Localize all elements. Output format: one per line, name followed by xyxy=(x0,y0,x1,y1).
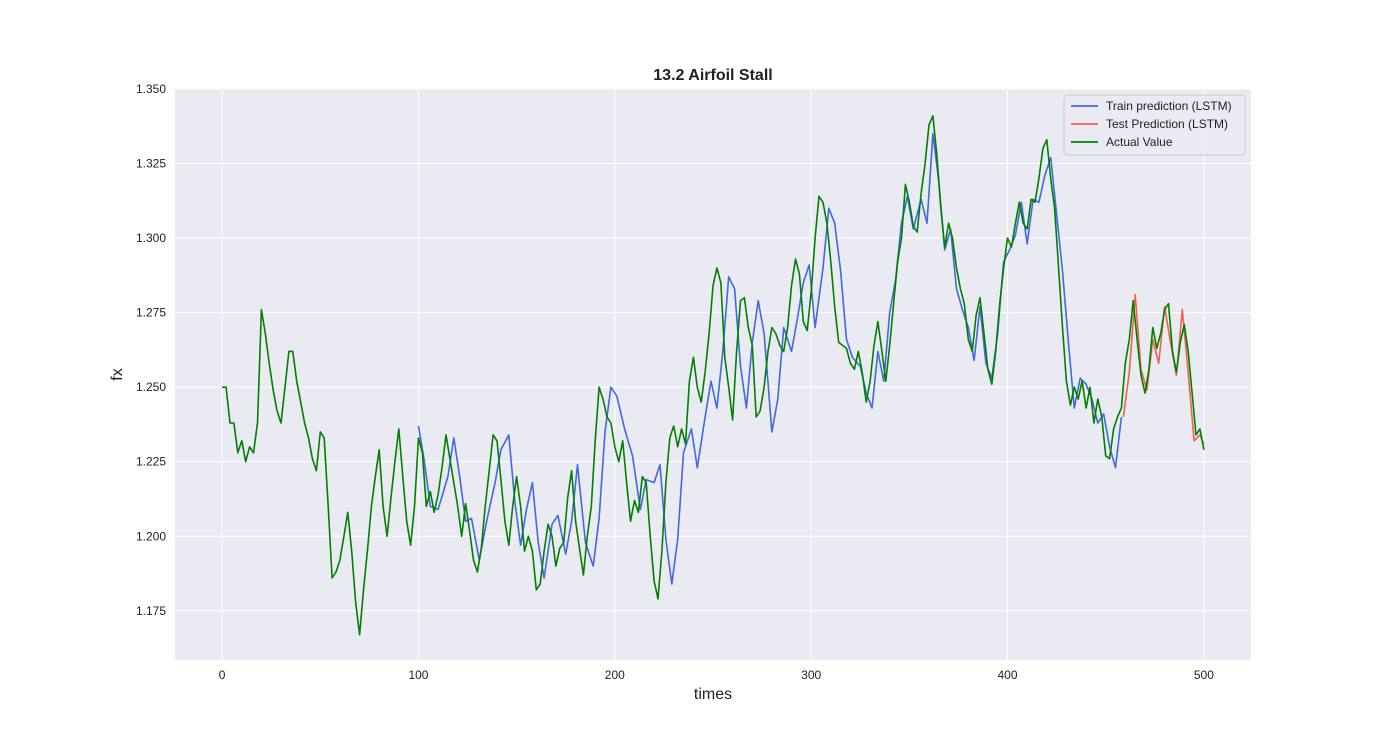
plot-area xyxy=(175,89,1251,660)
x-tick-label: 0 xyxy=(219,668,226,682)
legend-label-test: Test Prediction (LSTM) xyxy=(1106,117,1228,131)
legend-label-actual: Actual Value xyxy=(1106,135,1173,149)
series-lines xyxy=(222,115,1205,636)
series-line-test xyxy=(1122,293,1205,445)
chart-title: 13.2 Airfoil Stall xyxy=(653,67,772,84)
legend-box xyxy=(1063,94,1246,156)
x-tick-label: 100 xyxy=(408,668,428,682)
x-tick-label: 200 xyxy=(605,668,625,682)
series-line-actual xyxy=(222,115,1205,636)
y-tick-label: 1.200 xyxy=(136,529,166,543)
tick-labels: 0 100 200 300 400 500 1.175 1.200 1.225 1.250 1.27… xyxy=(136,82,1214,682)
x-axis-label: times xyxy=(694,686,732,703)
y-tick-label: 1.325 xyxy=(136,157,166,171)
x-tick-label: 300 xyxy=(801,668,821,682)
y-tick-label: 1.275 xyxy=(136,306,166,320)
y-tick-label: 1.175 xyxy=(136,604,166,618)
x-tick-label: 500 xyxy=(1194,668,1214,682)
x-tick-label: 400 xyxy=(998,668,1018,682)
y-tick-label: 1.225 xyxy=(136,455,166,469)
legend: Train prediction (LSTM) Test Prediction … xyxy=(1063,94,1246,156)
y-tick-label: 1.350 xyxy=(136,82,166,96)
y-axis-label: fx xyxy=(109,368,126,380)
y-tick-label: 1.250 xyxy=(136,380,166,394)
legend-label-train: Train prediction (LSTM) xyxy=(1106,99,1232,113)
y-tick-label: 1.300 xyxy=(136,231,166,245)
